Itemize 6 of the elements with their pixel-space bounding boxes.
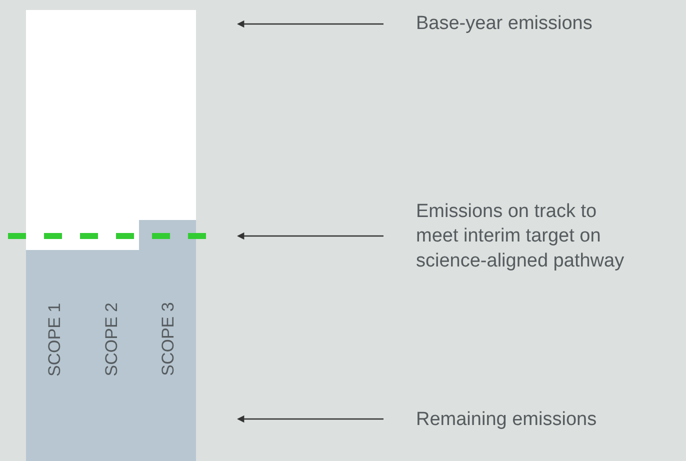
x-tick-label: SCOPE 1 bbox=[45, 302, 64, 377]
text: Base-year emissions bbox=[416, 13, 592, 34]
text: Emissions on track to meet interim target on science-aligned pathway bbox=[416, 201, 625, 272]
x-tick-label: SCOPE 3 bbox=[158, 302, 178, 376]
text: Remaining emissions bbox=[416, 409, 597, 430]
x-tick-label: SCOPE 2 bbox=[102, 302, 121, 376]
